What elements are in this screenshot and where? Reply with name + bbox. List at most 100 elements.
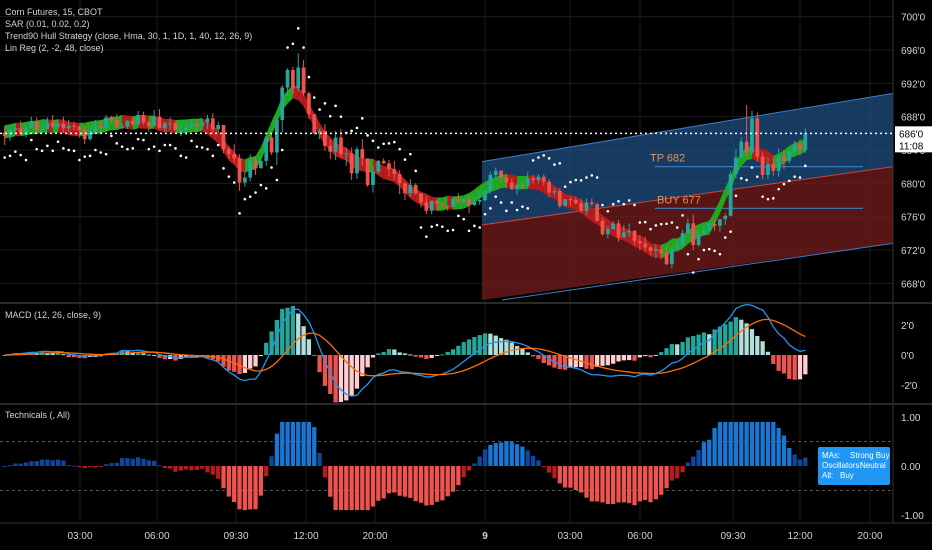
candle[interactable] (242, 171, 247, 187)
candle[interactable] (200, 119, 205, 130)
candle[interactable] (104, 115, 108, 132)
candle[interactable] (568, 196, 573, 206)
candle[interactable] (317, 128, 322, 140)
candle[interactable] (787, 147, 792, 164)
candle[interactable] (413, 183, 418, 195)
candle[interactable] (13, 124, 18, 135)
candle[interactable] (216, 121, 221, 133)
candle[interactable] (659, 245, 664, 260)
candle[interactable] (40, 122, 44, 134)
candle[interactable] (435, 200, 439, 210)
candle[interactable] (520, 182, 525, 190)
candle[interactable] (301, 60, 306, 96)
candle[interactable] (72, 121, 76, 131)
candle[interactable] (355, 146, 359, 180)
candle[interactable] (360, 139, 365, 166)
candle[interactable] (189, 121, 194, 129)
indicator-legend-2[interactable]: Lin Reg (2, -2, 48, close) (5, 43, 104, 53)
candle[interactable] (408, 179, 413, 197)
candle[interactable] (349, 147, 354, 181)
candle[interactable] (632, 230, 637, 245)
candle[interactable] (461, 198, 466, 205)
candle[interactable] (723, 213, 728, 225)
candle[interactable] (125, 120, 130, 130)
candle[interactable] (803, 128, 808, 154)
candle[interactable] (173, 121, 178, 131)
candle[interactable] (24, 125, 28, 138)
candle[interactable] (440, 203, 445, 210)
candle[interactable] (739, 137, 744, 159)
candle[interactable] (120, 123, 124, 130)
candle[interactable] (344, 147, 349, 166)
candle[interactable] (50, 115, 55, 129)
candle[interactable] (237, 154, 242, 191)
candle[interactable] (621, 225, 626, 238)
candle[interactable] (477, 190, 482, 205)
candle[interactable] (456, 193, 461, 204)
candle[interactable] (232, 144, 237, 163)
candle[interactable] (605, 225, 610, 239)
candle[interactable] (34, 117, 39, 135)
candle[interactable] (670, 247, 674, 269)
indicator-legend-0[interactable]: SAR (0.01, 0.02, 0.2) (5, 19, 90, 29)
candle[interactable] (589, 198, 594, 207)
candle[interactable] (552, 187, 557, 196)
candle[interactable] (66, 120, 71, 133)
candle[interactable] (696, 231, 701, 247)
candle[interactable] (312, 114, 317, 135)
candle[interactable] (168, 117, 173, 131)
candle[interactable] (93, 120, 98, 133)
candle[interactable] (445, 205, 450, 211)
candle[interactable] (766, 157, 770, 180)
candle[interactable] (141, 111, 146, 125)
candle[interactable] (392, 160, 397, 180)
candle[interactable] (616, 220, 621, 242)
candle[interactable] (365, 158, 370, 187)
candle[interactable] (77, 125, 82, 138)
candle[interactable] (136, 110, 140, 127)
candle[interactable] (499, 170, 503, 183)
candle[interactable] (686, 218, 690, 235)
candle[interactable] (712, 220, 717, 231)
candle[interactable] (56, 119, 60, 130)
candle[interactable] (259, 155, 263, 169)
candle[interactable] (483, 190, 487, 202)
candle[interactable] (637, 235, 642, 250)
candle[interactable] (654, 244, 658, 259)
candle[interactable] (130, 116, 135, 126)
candle[interactable] (210, 113, 215, 134)
candle[interactable] (675, 240, 680, 250)
candle[interactable] (397, 170, 402, 195)
candle[interactable] (248, 154, 253, 182)
candle[interactable] (328, 139, 333, 160)
candle[interactable] (627, 223, 632, 237)
candle[interactable] (563, 199, 568, 207)
candle[interactable] (205, 115, 210, 130)
macd-title[interactable]: MACD (12, 26, close, 9) (5, 310, 101, 320)
candle[interactable] (493, 167, 498, 180)
candle[interactable] (664, 246, 669, 265)
candle[interactable] (162, 121, 167, 133)
candle[interactable] (82, 125, 87, 145)
candle[interactable] (771, 158, 776, 176)
candle[interactable] (728, 170, 733, 217)
candle[interactable] (488, 171, 493, 194)
candle[interactable] (525, 171, 530, 189)
candle[interactable] (557, 188, 562, 209)
candle[interactable] (536, 174, 541, 184)
candle[interactable] (194, 119, 199, 132)
candle[interactable] (467, 195, 471, 214)
candle[interactable] (509, 178, 514, 190)
candle[interactable] (253, 155, 258, 175)
candle[interactable] (451, 196, 455, 208)
candle[interactable] (595, 202, 600, 222)
indicator-legend-1[interactable]: Trend90 Hull Strategy (close, Hma, 30, 1… (5, 31, 252, 41)
candle[interactable] (387, 160, 391, 177)
candle[interactable] (643, 236, 648, 253)
candle[interactable] (291, 66, 295, 95)
candle[interactable] (307, 91, 311, 120)
candle[interactable] (285, 68, 290, 97)
candle[interactable] (45, 117, 50, 130)
